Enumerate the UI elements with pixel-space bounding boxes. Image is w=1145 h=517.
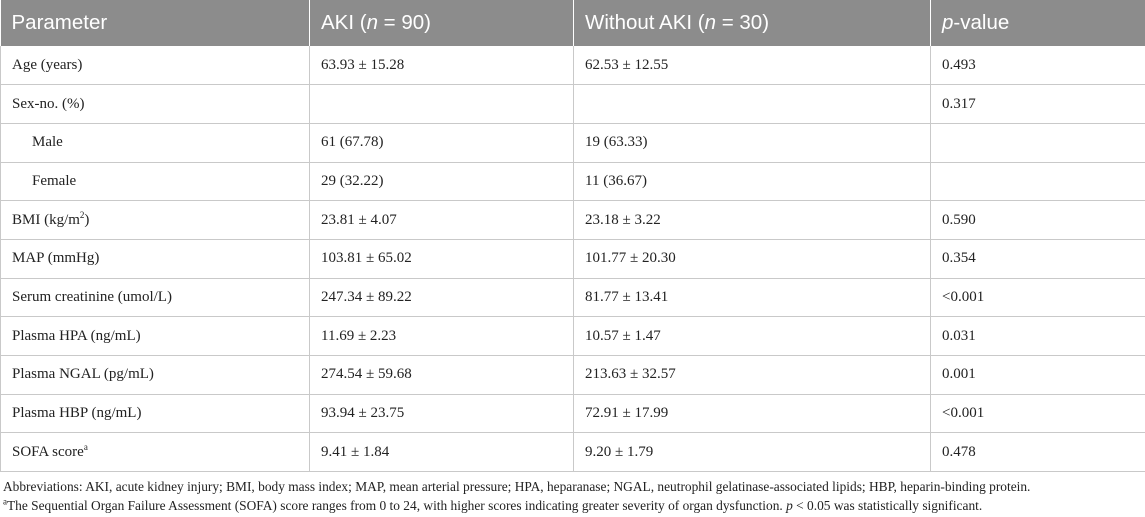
cell-without-aki: 62.53 ± 12.55 [573,46,931,86]
cell-aki: 247.34 ± 89.22 [309,278,574,318]
table-footnotes: Abbreviations: AKI, acute kidney injury;… [3,478,1143,515]
header-p-post: -value [953,11,1010,34]
parameter-label: MAP (mmHg) [12,250,100,267]
cell-aki: 274.54 ± 59.68 [309,355,574,395]
cell-aki: 93.94 ± 23.75 [309,394,574,434]
parameter-label: Plasma NGAL (pg/mL) [12,366,154,383]
cell-aki: 11.69 ± 2.23 [309,316,574,356]
sofa-note-text: The Sequential Organ Failure Assessment … [7,497,787,513]
cell-parameter: BMI (kg/m2) [0,200,310,240]
cell-without-aki: 72.91 ± 17.99 [573,394,931,434]
cell-parameter: Male [0,123,310,163]
table-row: Plasma HPA (ng/mL) 11.69 ± 2.23 10.57 ± 1.… [0,316,1145,356]
cell-p-value [930,123,1145,163]
parameter-label: Female [32,172,77,189]
header-aki: AKI (n = 90) [309,0,574,46]
table-row: Sex-no. (%) 0.317 [0,84,1145,124]
parameter-label: Male [32,134,63,151]
cell-without-aki: 9.20 ± 1.79 [573,432,931,473]
sofa-note-marker: a [3,496,7,507]
cell-without-aki [573,84,931,124]
parameter-label: SOFA score [12,443,84,460]
header-row: Parameter AKI (n = 90) Without AKI (n = … [0,0,1145,46]
cell-aki: 61 (67.78) [309,123,574,163]
cell-p-value: 0.001 [930,355,1145,395]
parameter-label: Sex-no. (%) [12,95,85,112]
table-row: Female 29 (32.22) 11 (36.67) [0,162,1145,202]
cell-without-aki: 81.77 ± 13.41 [573,278,931,318]
cell-aki: 23.81 ± 4.07 [309,200,574,240]
table-header: Parameter AKI (n = 90) Without AKI (n = … [0,0,1145,46]
cell-without-aki: 11 (36.67) [573,162,931,202]
table-row: BMI (kg/m2) 23.81 ± 4.07 23.18 ± 3.22 0.590 [0,200,1145,240]
header-without-aki-n: n [704,11,717,34]
header-aki-n: n [366,11,378,34]
sofa-note-threshold: < 0.05 was statistically significant. [792,497,983,513]
cell-without-aki: 10.57 ± 1.47 [573,316,931,356]
cell-p-value: 0.031 [930,316,1145,356]
cell-p-value: <0.001 [930,394,1145,434]
cell-parameter: Plasma NGAL (pg/mL) [0,355,310,395]
cell-parameter: Plasma HPA (ng/mL) [0,316,310,356]
cell-p-value: 0.317 [930,84,1145,124]
cell-without-aki: 19 (63.33) [573,123,931,163]
table-row: Serum creatinine (umol/L) 247.34 ± 89.22 8… [0,278,1145,318]
parameter-superscript: a [83,441,88,452]
table-row: SOFA scorea 9.41 ± 1.84 9.20 ± 1.79 0.478 [0,432,1145,473]
cell-p-value: 0.493 [930,46,1145,86]
header-parameter: Parameter [0,0,310,46]
parameter-label: BMI (kg/m [12,211,80,228]
cell-parameter: MAP (mmHg) [0,239,310,279]
cell-p-value: 0.354 [930,239,1145,279]
cell-parameter: Serum creatinine (umol/L) [0,278,310,318]
header-aki-post: = 90) [377,11,431,34]
cell-parameter: Plasma HBP (ng/mL) [0,394,310,434]
sofa-note-p: p [786,497,793,513]
cell-aki: 29 (32.22) [309,162,574,202]
cell-parameter: SOFA scorea [0,432,310,473]
header-without-aki-pre: Without AKI ( [585,11,705,34]
header-without-aki: Without AKI (n = 30) [573,0,931,46]
cell-parameter: Age (years) [0,46,310,86]
header-aki-pre: AKI ( [321,11,367,34]
cell-p-value [930,162,1145,202]
cell-aki: 103.81 ± 65.02 [309,239,574,279]
cell-p-value: 0.478 [930,432,1145,473]
parameter-label: Serum creatinine (umol/L) [12,288,172,305]
table-row: MAP (mmHg) 103.81 ± 65.02 101.77 ± 20.30 0.… [0,239,1145,279]
cell-parameter: Sex-no. (%) [0,84,310,124]
cell-without-aki: 101.77 ± 20.30 [573,239,931,279]
header-without-aki-post: = 30) [716,11,770,34]
cell-without-aki: 213.63 ± 32.57 [573,355,931,395]
cell-aki: 63.93 ± 15.28 [309,46,574,86]
clinical-characteristics-table: Parameter AKI (n = 90) Without AKI (n = … [0,0,1145,473]
sofa-note: aThe Sequential Organ Failure Assessment… [3,497,1143,516]
cell-aki [309,84,574,124]
abbreviations-note: Abbreviations: AKI, acute kidney injury;… [3,479,1031,494]
parameter-label: Plasma HBP (ng/mL) [12,405,142,422]
cell-p-value: 0.590 [930,200,1145,240]
cell-without-aki: 23.18 ± 3.22 [573,200,931,240]
parameter-label: Age (years) [12,56,83,73]
parameter-label: Plasma HPA (ng/mL) [12,327,141,344]
header-parameter-label: Parameter [11,11,108,34]
table-row: Plasma HBP (ng/mL) 93.94 ± 23.75 72.91 ± 1… [0,394,1145,434]
header-p-value: p-value [931,0,1145,46]
parameter-superscript: 2 [79,209,85,220]
table-row: Plasma NGAL (pg/mL) 274.54 ± 59.68 213.63 … [0,355,1145,395]
cell-parameter: Female [0,162,310,202]
header-p-italic: p [942,11,954,34]
table-body: Age (years) 63.93 ± 15.28 62.53 ± 12.55 0.4… [0,46,1145,473]
parameter-label-suffix: ) [84,211,90,228]
cell-aki: 9.41 ± 1.84 [309,432,574,473]
cell-p-value: <0.001 [930,278,1145,318]
table-row: Age (years) 63.93 ± 15.28 62.53 ± 12.55 0.4… [0,46,1145,86]
table-row: Male 61 (67.78) 19 (63.33) [0,123,1145,163]
